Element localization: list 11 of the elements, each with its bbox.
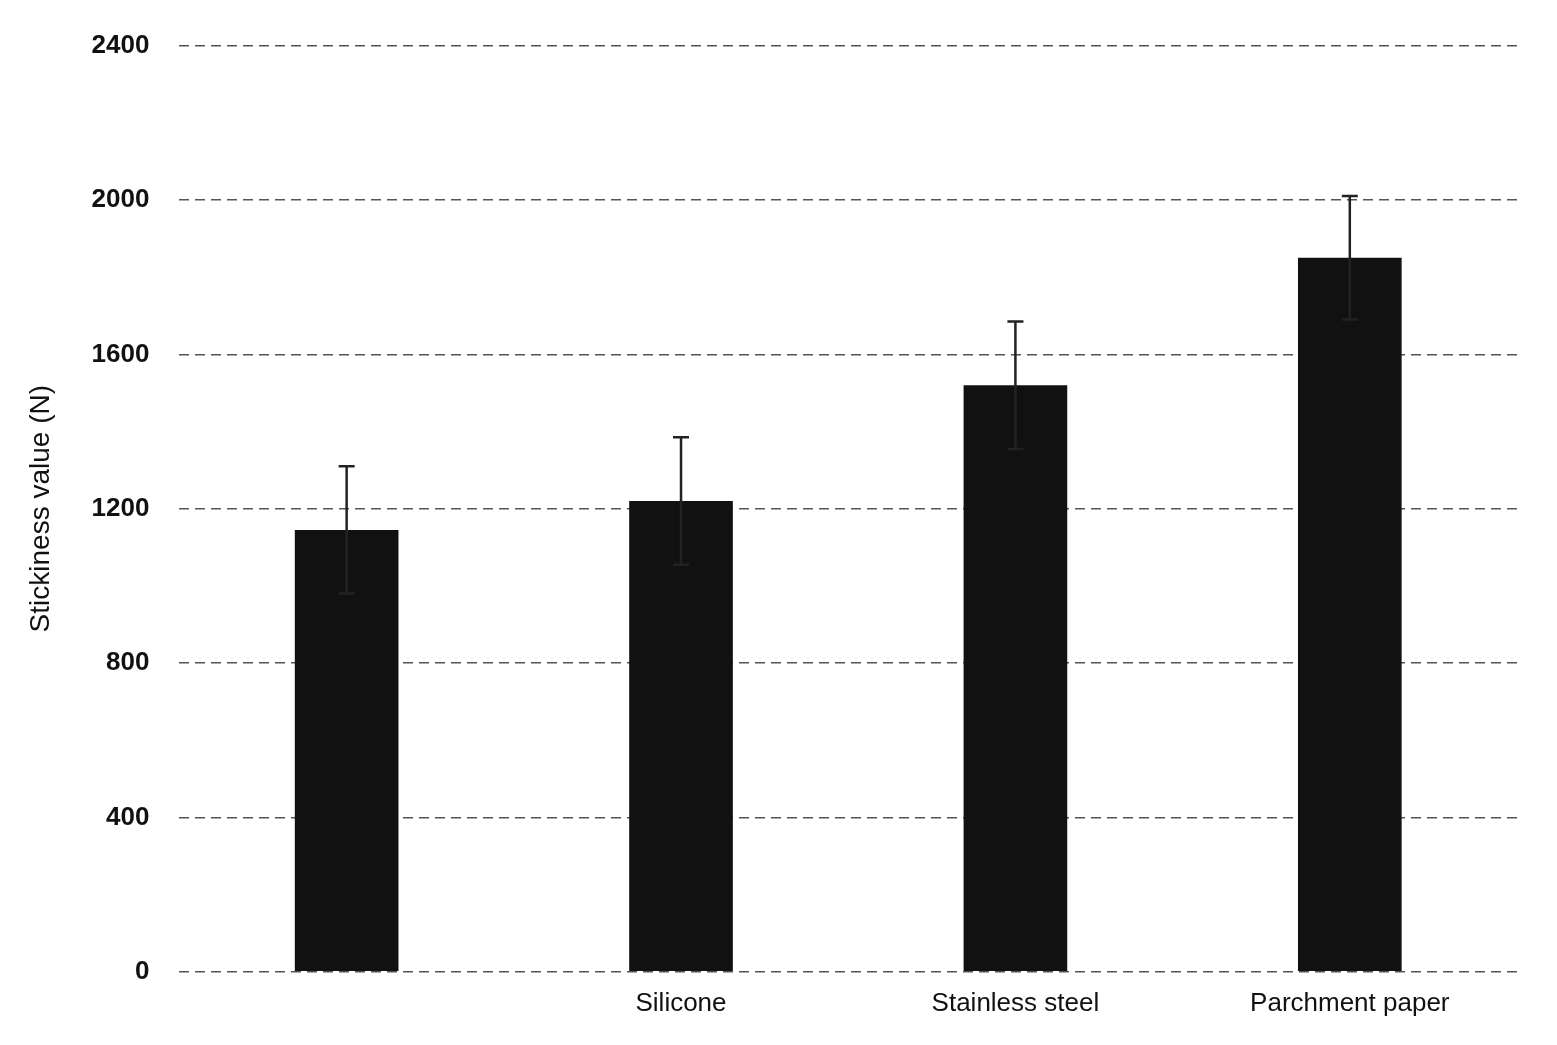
y-tick-label: 800	[106, 646, 150, 677]
y-tick-label: 2000	[91, 183, 150, 214]
y-tick-label: 2400	[91, 28, 150, 59]
x-tick-label: Silicone	[635, 986, 727, 1017]
y-axis-title: Stickiness value (N)	[23, 385, 55, 633]
y-tick-label: 400	[106, 800, 150, 831]
y-tick-label: 1600	[91, 337, 150, 368]
y-tick-label: 0	[134, 954, 150, 985]
x-tick-label: Parchment paper	[1250, 986, 1450, 1017]
x-tick-label: Stainless steel	[931, 986, 1100, 1017]
y-tick-label: 1200	[91, 491, 150, 522]
